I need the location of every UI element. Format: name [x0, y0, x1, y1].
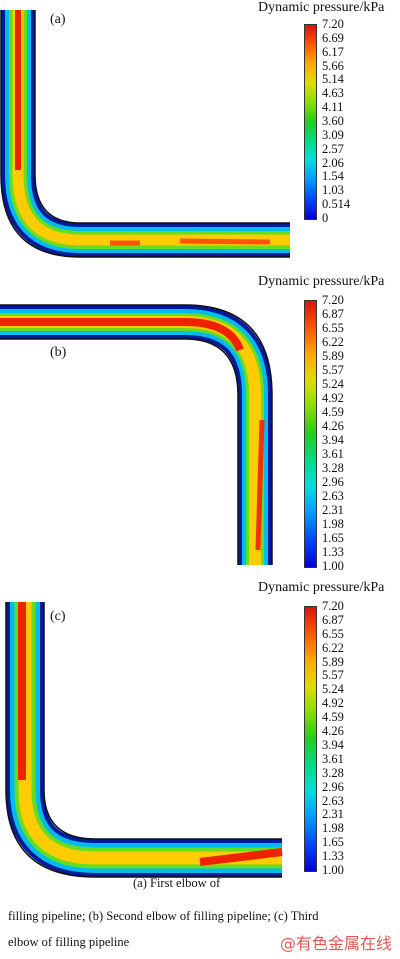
- colorbar-tick-label: 1.33: [322, 849, 344, 864]
- colorbar-tick-label: 2.63: [322, 489, 344, 503]
- colorbar-tick-label: 2.96: [322, 475, 344, 489]
- colorbar-tick-label: 3.61: [322, 447, 344, 461]
- colorbar-tick-label: 7.20: [322, 599, 344, 613]
- panel-c-label: (c): [50, 609, 66, 624]
- colorbar-tick-label: 3.28: [322, 765, 344, 780]
- panel-a-label: (a): [50, 12, 66, 27]
- colorbar-tick-label: 7.20: [322, 17, 344, 31]
- colorbar-tick-label: 3.09: [322, 127, 344, 142]
- colorbar-tick-label: 3.60: [322, 114, 344, 128]
- legend-c-title: Dynamic pressure/kPa: [258, 580, 385, 595]
- colorbar-tick-label: 5.57: [322, 363, 344, 377]
- colorbar-tick-label: 2.06: [322, 155, 344, 170]
- colorbar-tick-label: 5.89: [322, 654, 344, 669]
- colorbar-tick-label: 4.59: [322, 405, 344, 419]
- colorbar-tick-label: 1.65: [322, 835, 344, 850]
- panel-a: (a) Dynamic pressure/kPa 7.20 6.69 6.17 5.6…: [0, 0, 400, 260]
- elbow-b-contour: (b): [0, 304, 273, 565]
- colorbar-tick-label: 5.24: [322, 377, 344, 391]
- colorbar-tick-label: 4.59: [322, 710, 344, 725]
- colorbar-tick-label: 3.28: [322, 461, 344, 475]
- colorbar-tick-label: 1.00: [322, 559, 344, 573]
- caption-line-2: filling pipeline; (b) Second elbow of fi…: [8, 909, 319, 923]
- colorbar-tick-label: 4.26: [322, 419, 344, 433]
- colorbar-tick-label: 6.22: [322, 640, 344, 655]
- colorbar-tick-label: 3.94: [322, 737, 344, 752]
- legend-b-title: Dynamic pressure/kPa: [258, 274, 385, 289]
- colorbar-tick-label: 6.87: [322, 307, 344, 321]
- colorbar-tick-label: 5.89: [322, 349, 344, 363]
- colorbar-tick-label: 2.31: [322, 503, 344, 517]
- colorbar-tick-label: 2.31: [322, 807, 344, 822]
- colorbar-tick-label: 6.17: [322, 44, 344, 59]
- figure-caption: (a) First elbow of filling pipeline; (b)…: [8, 870, 398, 950]
- colorbar-tick-label: 6.55: [322, 626, 344, 641]
- colorbar-tick-label: 4.26: [322, 724, 344, 739]
- caption-line-1: (a) First elbow of: [133, 876, 221, 890]
- colorbar-tick-label: 5.24: [322, 682, 344, 697]
- colorbar-tick-label: 5.57: [322, 668, 344, 683]
- colorbar-tick-label: 6.55: [322, 321, 344, 335]
- colorbar-tick-label: 2.96: [322, 779, 344, 794]
- colorbar-tick-label: 6.87: [322, 612, 344, 627]
- colorbar-tick-label: 1.00: [322, 863, 344, 877]
- colorbar-tick-label: 1.98: [322, 821, 344, 836]
- colorbar-tick-label: 1.33: [322, 545, 344, 559]
- legend-c-colorbar: [304, 606, 317, 872]
- colorbar-tick-label: 1.03: [322, 183, 344, 198]
- colorbar-tick-label: 5.14: [322, 72, 344, 87]
- caption-line-3: elbow of filling pipeline: [8, 935, 130, 949]
- elbow-a-contour: (a): [0, 10, 290, 258]
- elbow-a-pipe: [0, 10, 290, 258]
- watermark: @有色金属在线: [279, 934, 392, 953]
- colorbar-tick-label: 1.65: [322, 531, 344, 545]
- legend-a-colorbar: [304, 24, 317, 220]
- colorbar-tick-label: 0: [322, 211, 329, 225]
- colorbar-tick-label: 5.66: [322, 58, 344, 73]
- colorbar-tick-label: 4.92: [322, 696, 344, 711]
- colorbar-tick-label: 2.57: [322, 141, 344, 156]
- colorbar-tick-label: 6.69: [322, 30, 344, 45]
- elbow-c-pipe: [5, 602, 283, 878]
- colorbar-tick-label: 7.20: [322, 293, 344, 307]
- panel-b-label: (b): [50, 345, 67, 360]
- colorbar-tick-label: 1.54: [322, 169, 344, 184]
- colorbar-tick-label: 3.94: [322, 433, 344, 447]
- elbow-b-pipe: [0, 304, 273, 565]
- panel-b: (b) Dynamic pressure/kPa 7.20 6.87 6.55 6.2…: [0, 270, 400, 580]
- colorbar-tick-label: 4.11: [322, 100, 344, 115]
- colorbar-tick-label: 2.63: [322, 793, 344, 808]
- colorbar-tick-label: 4.92: [322, 391, 344, 405]
- panel-c: (c) Dynamic pressure/kPa 7.20 6.87 6.55 6.2…: [0, 580, 400, 880]
- colorbar-tick-label: 1.98: [322, 517, 344, 531]
- colorbar-tick-label: 6.22: [322, 335, 344, 349]
- elbow-c-contour: (c): [5, 602, 283, 878]
- colorbar-tick-label: 0.514: [322, 197, 351, 212]
- colorbar-tick-label: 3.61: [322, 751, 344, 766]
- legend-a-title: Dynamic pressure/kPa: [258, 0, 385, 15]
- colorbar-tick-label: 4.63: [322, 86, 344, 101]
- legend-b-colorbar: [304, 300, 317, 568]
